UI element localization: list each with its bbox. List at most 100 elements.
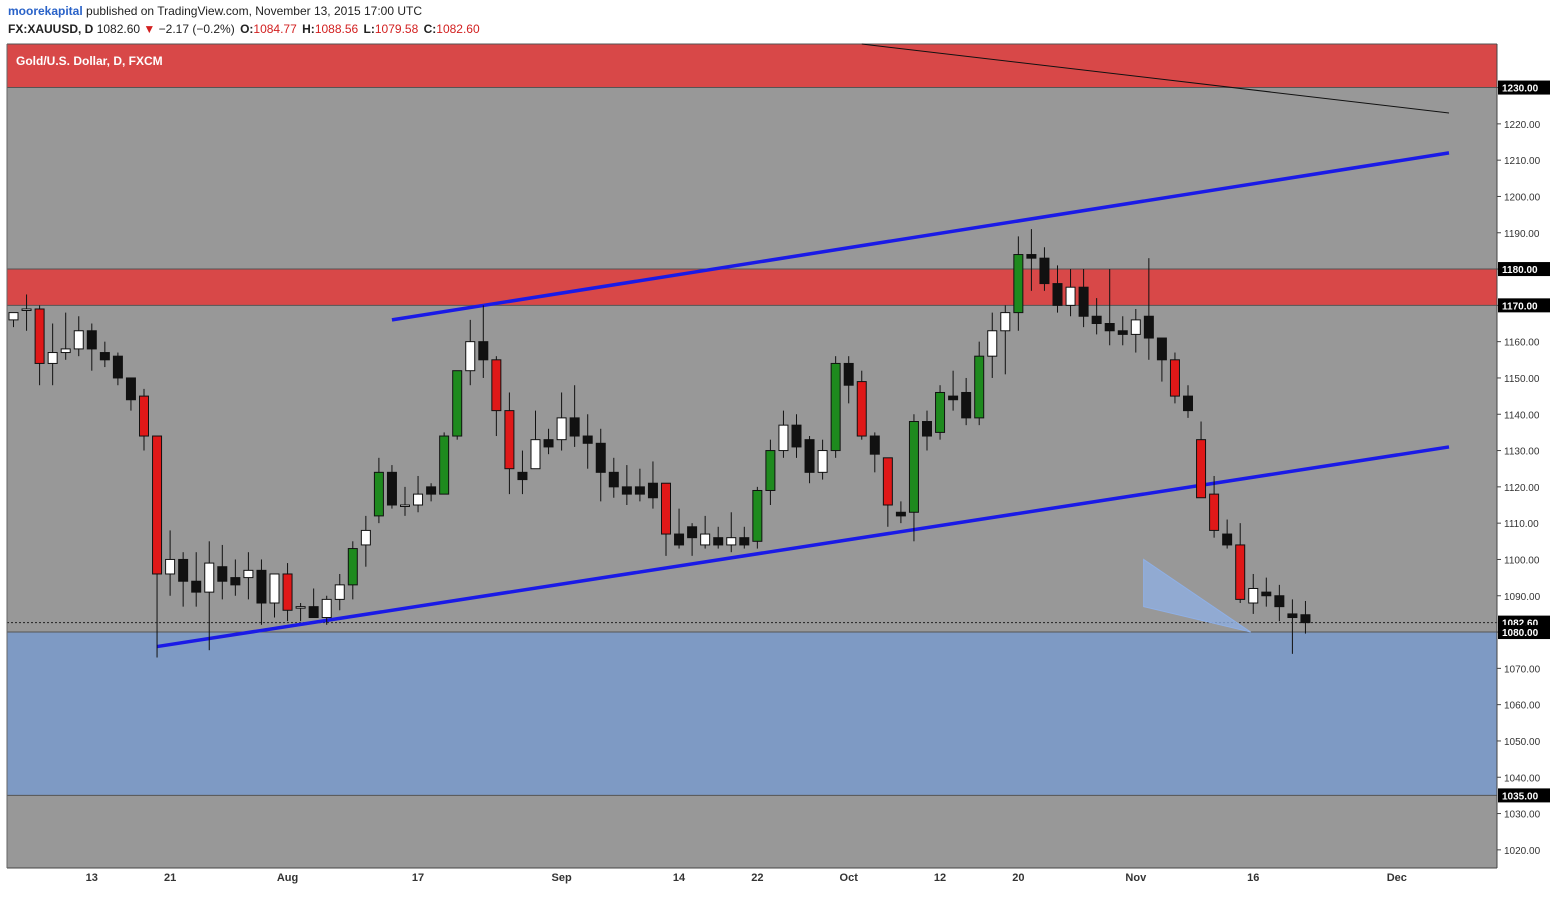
candle-body[interactable] [217, 566, 228, 582]
candle-body[interactable] [178, 558, 189, 582]
candle-body[interactable] [843, 362, 854, 386]
candle-body[interactable] [334, 584, 345, 600]
channel-trendline[interactable] [156, 445, 1450, 649]
candle-body[interactable] [139, 395, 149, 437]
candle-body[interactable] [1156, 337, 1167, 361]
candle-body[interactable] [674, 533, 685, 546]
candle-body[interactable] [1287, 613, 1298, 619]
candle-body[interactable] [922, 421, 932, 437]
candle-body[interactable] [400, 504, 410, 508]
candle-body[interactable] [360, 529, 371, 546]
resistance-zone[interactable] [7, 44, 1497, 88]
candle-body[interactable] [1143, 315, 1154, 339]
candle-body[interactable] [739, 537, 750, 546]
candle-body[interactable] [1039, 257, 1050, 285]
candle-body[interactable] [1000, 312, 1011, 332]
candle-body[interactable] [869, 435, 880, 455]
candle-body[interactable] [478, 341, 489, 361]
candle-body[interactable] [504, 410, 515, 470]
falling-wedge[interactable] [1143, 558, 1251, 633]
candle-body[interactable] [856, 381, 867, 437]
candle-body[interactable] [1209, 493, 1220, 531]
candle-body[interactable] [1117, 330, 1128, 335]
candle-body[interactable] [530, 439, 541, 470]
candle-body[interactable] [517, 471, 528, 481]
candle-body[interactable] [948, 395, 959, 401]
time-axis[interactable] [0, 868, 1556, 897]
candle-body[interactable] [661, 482, 671, 535]
candle-body[interactable] [295, 606, 306, 609]
resistance-zone[interactable] [7, 269, 1497, 306]
candle-body[interactable] [700, 533, 711, 546]
candle-body[interactable] [21, 308, 32, 311]
candle-body[interactable] [765, 450, 776, 491]
candle-body[interactable] [191, 580, 202, 593]
candle-body[interactable] [373, 471, 384, 517]
candle-body[interactable] [282, 573, 293, 611]
candle-body[interactable] [1091, 315, 1102, 325]
price-axis[interactable] [1497, 44, 1556, 868]
candle-body[interactable] [86, 330, 97, 350]
candle-body[interactable] [426, 486, 437, 495]
candle-body[interactable] [582, 435, 593, 444]
candle-body[interactable] [1274, 595, 1285, 608]
candle-body[interactable] [1013, 254, 1024, 314]
candle-body[interactable] [726, 537, 737, 546]
candle-body[interactable] [895, 511, 906, 517]
candle-body[interactable] [935, 391, 946, 433]
candle-body[interactable] [908, 421, 919, 513]
candle-body[interactable] [230, 577, 241, 586]
candle-body[interactable] [439, 435, 450, 495]
support-zone[interactable] [7, 632, 1497, 796]
candle-body[interactable] [713, 537, 724, 546]
candle-body[interactable] [687, 526, 698, 539]
candle-body[interactable] [1196, 439, 1207, 499]
candle-body[interactable] [1078, 286, 1089, 317]
candle-body[interactable] [595, 442, 606, 473]
candle-body[interactable] [243, 569, 254, 579]
candle-body[interactable] [269, 573, 280, 604]
candle-body[interactable] [961, 391, 972, 419]
long-term-trendline[interactable] [861, 43, 1450, 114]
candle-body[interactable] [621, 486, 632, 495]
candle-body[interactable] [165, 558, 176, 575]
candle-body[interactable] [1104, 323, 1115, 332]
candle-body[interactable] [1169, 359, 1180, 397]
channel-trendline[interactable] [391, 151, 1450, 322]
candle-body[interactable] [256, 569, 267, 604]
candle-body[interactable] [321, 598, 332, 619]
candle-body[interactable] [1222, 533, 1233, 546]
candle-body[interactable] [1248, 587, 1259, 604]
candle-body[interactable] [882, 457, 893, 506]
candle-body[interactable] [804, 439, 815, 473]
candle-body[interactable] [817, 450, 828, 473]
candle-body[interactable] [543, 439, 554, 448]
candle-body[interactable] [386, 471, 397, 506]
candle-body[interactable] [830, 362, 841, 452]
candle-body[interactable] [634, 486, 645, 495]
candle-body[interactable] [1235, 544, 1246, 600]
candle-body[interactable] [34, 308, 45, 364]
candle-body[interactable] [465, 341, 476, 372]
candle-body[interactable] [204, 562, 215, 593]
candle-body[interactable] [60, 348, 71, 354]
candle-body[interactable] [791, 424, 802, 448]
candle-body[interactable] [974, 355, 985, 419]
candle-body[interactable] [569, 417, 580, 437]
candle-body[interactable] [1130, 319, 1141, 335]
candle-body[interactable] [1065, 286, 1076, 306]
candle-body[interactable] [608, 471, 619, 488]
candle-body[interactable] [99, 352, 110, 361]
candle-body[interactable] [556, 417, 567, 441]
author-link[interactable]: moorekapital [8, 4, 83, 18]
candle-body[interactable] [987, 330, 998, 357]
candle-body[interactable] [47, 352, 58, 364]
candle-body[interactable] [778, 424, 789, 452]
candle-body[interactable] [491, 359, 502, 412]
candle-body[interactable] [1261, 591, 1272, 597]
candle-body[interactable] [112, 355, 123, 379]
candle-body[interactable] [347, 548, 358, 586]
candle-body[interactable] [8, 312, 19, 321]
candle-body[interactable] [413, 493, 424, 506]
